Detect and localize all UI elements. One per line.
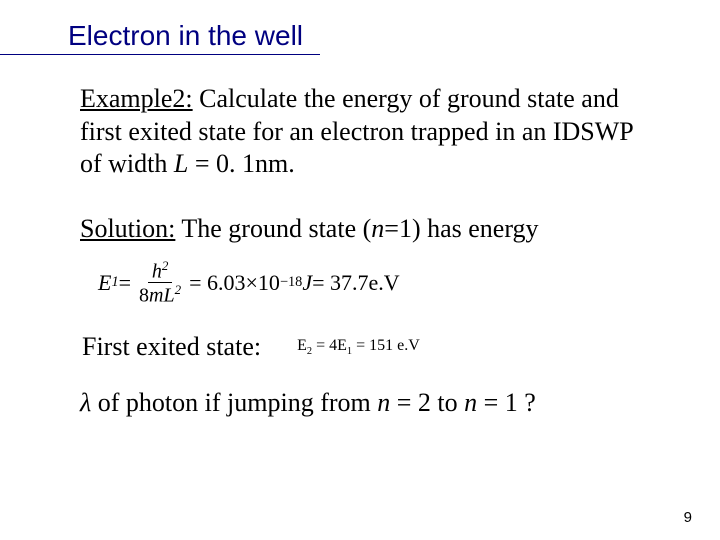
q-n2: n: [464, 388, 477, 417]
f1-sub1: 1: [111, 274, 118, 291]
f1-unit2: e.V: [369, 270, 400, 296]
f1-num-sup: 2: [162, 258, 169, 273]
solution-text-2: =1) has energy: [384, 214, 538, 243]
fe-unit: e.V: [397, 337, 420, 354]
fe-E2: E: [297, 337, 307, 354]
f1-val2: = 37.7: [312, 270, 368, 296]
q-text3: = 1 ?: [477, 388, 536, 417]
fe-val: = 151: [356, 337, 397, 354]
f1-eq1: =: [119, 270, 131, 296]
q-n1: n: [377, 388, 390, 417]
fe-sub2: 2: [307, 346, 312, 357]
f1-num-h: h: [152, 261, 162, 283]
page-number: 9: [684, 509, 692, 526]
f1-fraction: h2 8mL2: [135, 259, 185, 306]
fe-eq: = 4: [316, 337, 337, 354]
solution-line: Solution: The ground state (n=1) has ene…: [0, 213, 720, 246]
solution-label: Solution:: [80, 214, 175, 243]
q-lambda: λ: [80, 388, 91, 417]
f1-den-m: m: [149, 284, 163, 306]
f1-den-sup: 2: [175, 282, 182, 297]
fe-E1: E: [337, 337, 347, 354]
question-line: λ of photon if jumping from n = 2 to n =…: [0, 388, 720, 418]
f1-den-L: L: [163, 284, 174, 306]
example-label: Example2:: [80, 84, 193, 113]
q-text1: of photon if jumping from: [91, 388, 377, 417]
first-exited-row: First exited state: E2 = 4E1 = 151 e.V: [0, 332, 720, 362]
fe-sub1: 1: [347, 346, 352, 357]
f1-den-8: 8: [139, 284, 149, 306]
first-exited-label: First exited state:: [82, 332, 261, 362]
f1-E: E: [98, 270, 111, 296]
solution-n: n: [371, 214, 384, 243]
formula-ground-state: E1 = h2 8mL2 = 6.03×10−18 J = 37.7 e.V: [0, 259, 720, 306]
example-problem: Example2: Calculate the energy of ground…: [0, 83, 720, 181]
example-text-2: = 0. 1nm.: [188, 149, 294, 178]
f1-val1-sup: −18: [280, 274, 302, 291]
example-L: L: [174, 149, 188, 178]
f1-val1: = 6.03×10: [189, 270, 280, 296]
slide-title: Electron in the well: [0, 20, 320, 55]
f1-unit1: J: [302, 270, 312, 296]
q-text2: = 2 to: [390, 388, 464, 417]
solution-text-1: The ground state (: [175, 214, 371, 243]
